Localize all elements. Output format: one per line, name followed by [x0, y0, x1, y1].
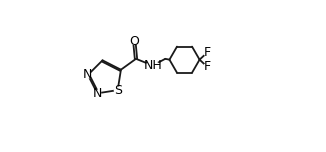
- Ellipse shape: [204, 64, 210, 70]
- Text: NH: NH: [143, 59, 162, 72]
- Ellipse shape: [85, 72, 91, 78]
- Ellipse shape: [114, 87, 121, 93]
- Ellipse shape: [204, 50, 210, 56]
- Ellipse shape: [131, 38, 138, 44]
- Text: F: F: [203, 60, 211, 73]
- Text: N: N: [93, 87, 102, 100]
- Text: S: S: [114, 84, 122, 97]
- Ellipse shape: [146, 62, 159, 69]
- Ellipse shape: [94, 90, 101, 96]
- Text: F: F: [203, 46, 211, 59]
- Text: O: O: [129, 35, 139, 48]
- Text: N: N: [83, 68, 93, 81]
